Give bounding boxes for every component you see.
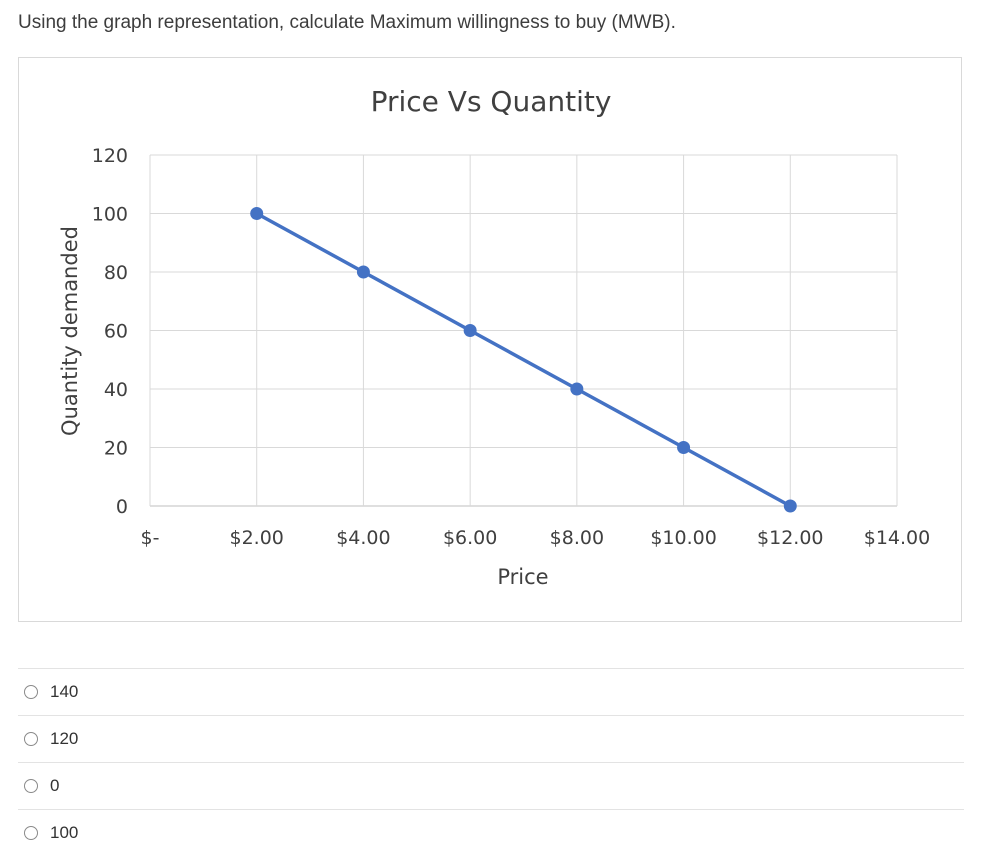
option-label: 100 xyxy=(50,823,79,842)
data-point xyxy=(356,265,370,279)
answer-option-0[interactable]: 0 xyxy=(18,762,964,809)
chart-area: Price Vs Quantity 0 20 40 60 80 100 120 $- $2.00… xyxy=(18,57,962,622)
question-text: Using the graph representation, calculat… xyxy=(18,12,676,33)
y-tick-label: 100 xyxy=(92,204,128,226)
y-tick-label: 120 xyxy=(92,145,128,167)
option-label: 140 xyxy=(50,682,79,701)
radio-button[interactable] xyxy=(24,685,38,699)
option-label: 120 xyxy=(50,729,79,748)
x-tick-label: $14.00 xyxy=(864,527,930,549)
x-axis-title: Price xyxy=(497,565,548,589)
y-tick-label: 80 xyxy=(104,262,128,284)
radio-button[interactable] xyxy=(24,826,38,840)
y-tick-label: 20 xyxy=(104,438,128,460)
x-tick-label: $12.00 xyxy=(757,527,823,549)
x-tick-label: $10.00 xyxy=(650,527,716,549)
data-point xyxy=(570,382,584,396)
series-line xyxy=(255,211,792,508)
x-tick-label: $2.00 xyxy=(230,527,284,549)
grid-lines xyxy=(149,154,898,507)
x-tick-label: $6.00 xyxy=(443,527,497,549)
answer-option-100[interactable]: 100 xyxy=(18,809,964,856)
answer-option-120[interactable]: 120 xyxy=(18,715,964,762)
y-axis-title: Quantity demanded xyxy=(58,226,82,436)
x-tick-label: $8.00 xyxy=(550,527,604,549)
option-label: 0 xyxy=(50,776,60,795)
y-tick-label: 40 xyxy=(104,379,128,401)
data-point xyxy=(463,324,477,337)
radio-button[interactable] xyxy=(24,732,38,746)
data-point xyxy=(677,441,691,454)
price-quantity-chart: Price Vs Quantity 0 20 40 60 80 100 120 $- $2.00… xyxy=(58,85,931,589)
data-series xyxy=(250,207,797,513)
answer-option-140[interactable]: 140 xyxy=(18,668,964,715)
answer-options: 140 120 0 100 xyxy=(18,668,964,856)
chart-title: Price Vs Quantity xyxy=(371,85,612,118)
data-point xyxy=(783,499,797,513)
y-tick-label: 60 xyxy=(104,321,128,343)
x-tick-label: $4.00 xyxy=(336,527,390,549)
x-tick-label: $- xyxy=(141,527,160,549)
data-point xyxy=(250,207,264,220)
tick-labels: 0 20 40 60 80 100 120 $- $2.00 $4.00 $6.00 $8.00 $10… xyxy=(92,145,931,549)
y-tick-label: 0 xyxy=(116,496,128,518)
radio-button[interactable] xyxy=(24,779,38,793)
